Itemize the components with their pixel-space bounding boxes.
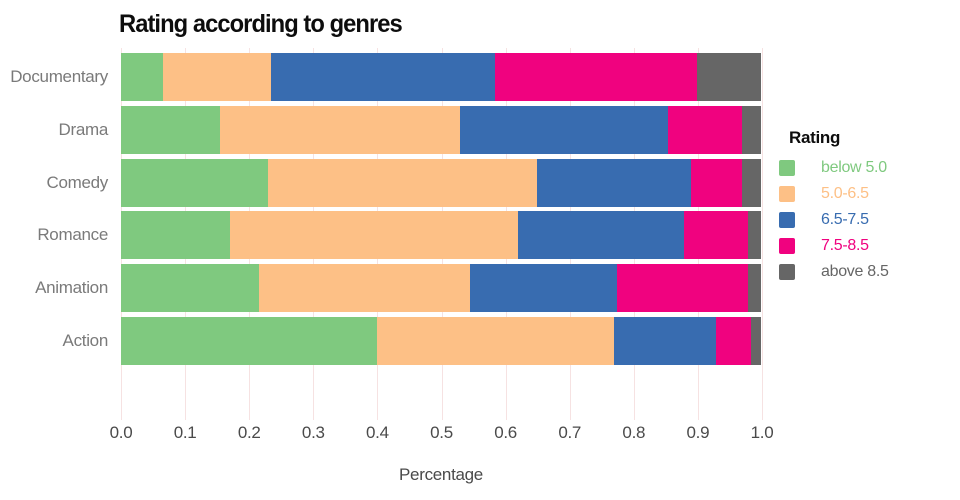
x-tick-0.0: 0.0 <box>109 423 133 442</box>
bar-row-action <box>121 316 761 365</box>
bar-segment-romance-5.0-6.5 <box>229 211 518 260</box>
legend-swatch-icon <box>779 160 795 176</box>
x-tick-0.6: 0.6 <box>494 423 517 442</box>
bar-segment-romance-below-5.0 <box>121 211 230 260</box>
legend-label: below 5.0 <box>821 159 887 176</box>
x-tick-1.0: 1.0 <box>750 423 774 442</box>
y-label-comedy: Comedy <box>46 172 108 192</box>
legend: Rating below 5.0 5.0-6.5 6.5-7.5 7.5-8.5 abo… <box>779 128 954 285</box>
x-tick-0.1: 0.1 <box>173 423 197 442</box>
bar-segment-romance-7.5-8.5 <box>684 211 749 260</box>
legend-items: below 5.0 5.0-6.5 6.5-7.5 7.5-8.5 above 8.5 <box>779 155 954 285</box>
bar-segment-drama-6.5-7.5 <box>460 105 669 154</box>
y-label-documentary: Documentary <box>10 67 108 86</box>
y-label-action: Action <box>62 330 109 350</box>
bar-segment-drama-7.5-8.5 <box>668 105 742 154</box>
bar-row-drama <box>121 105 761 154</box>
y-label-romance: Romance <box>37 225 108 245</box>
legend-title: Rating <box>789 128 841 147</box>
plot-area <box>121 53 761 365</box>
legend-item-6.5-7.5: 6.5-7.5 <box>779 207 954 233</box>
legend-item-7.5-8.5: 7.5-8.5 <box>779 233 954 259</box>
bar-row-comedy <box>121 158 761 207</box>
bar-segment-documentary-above-8.5 <box>696 53 761 101</box>
bar-segment-action-6.5-7.5 <box>613 316 717 365</box>
x-axis-tick-labels: 0.0 0.1 0.2 0.3 0.4 0.5 0.6 0.7 0.8 0.9 1.0 <box>110 423 774 443</box>
bar-segment-documentary-6.5-7.5 <box>271 53 496 101</box>
legend-swatch-icon <box>779 186 795 202</box>
bar-row-documentary <box>121 53 761 101</box>
x-tick-0.5: 0.5 <box>430 423 453 442</box>
bar-segment-comedy-6.5-7.5 <box>536 158 691 207</box>
x-axis-title: Percentage <box>399 465 483 484</box>
bar-segment-animation-above-8.5 <box>748 264 761 313</box>
bar-segment-action-5.0-6.5 <box>377 316 614 365</box>
bar-segment-drama-5.0-6.5 <box>220 105 461 154</box>
gridline-1.0 <box>762 48 763 420</box>
bar-row-animation <box>121 264 761 313</box>
x-tick-0.3: 0.3 <box>301 423 325 442</box>
x-tick-0.9: 0.9 <box>686 423 710 442</box>
x-tick-0.7: 0.7 <box>558 423 582 442</box>
legend-label: above 8.5 <box>821 263 889 280</box>
legend-swatch-icon <box>779 238 795 254</box>
legend-label: 7.5-8.5 <box>821 237 869 254</box>
bar-segment-action-above-8.5 <box>751 316 761 365</box>
bar-segment-documentary-7.5-8.5 <box>495 53 697 101</box>
bar-segment-animation-below-5.0 <box>121 264 259 313</box>
bar-segment-comedy-below-5.0 <box>121 158 269 207</box>
bar-segment-action-7.5-8.5 <box>716 316 752 365</box>
y-label-animation: Animation <box>35 278 108 298</box>
legend-item-5.0-6.5: 5.0-6.5 <box>779 181 954 207</box>
bar-segment-comedy-5.0-6.5 <box>268 158 537 207</box>
x-tick-0.8: 0.8 <box>622 423 646 442</box>
bar-segment-animation-5.0-6.5 <box>258 264 470 313</box>
y-label-drama: Drama <box>58 119 108 139</box>
y-axis-labels: Documentary Drama Comedy Romance Animation Ac… <box>0 53 108 365</box>
chart-title: Rating according to genres <box>119 10 403 38</box>
bar-segment-animation-7.5-8.5 <box>616 264 749 313</box>
bar-segment-animation-6.5-7.5 <box>469 264 617 313</box>
legend-label: 6.5-7.5 <box>821 211 869 228</box>
bar-segment-drama-above-8.5 <box>741 105 761 154</box>
x-tick-0.2: 0.2 <box>237 423 261 442</box>
bar-segment-comedy-above-8.5 <box>741 158 761 207</box>
bar-segment-action-below-5.0 <box>121 316 377 365</box>
legend-label: 5.0-6.5 <box>821 185 869 202</box>
legend-item-above-8.5: above 8.5 <box>779 259 954 285</box>
bar-row-romance <box>121 211 761 260</box>
legend-item-below-5.0: below 5.0 <box>779 155 954 181</box>
bar-segment-romance-6.5-7.5 <box>517 211 685 260</box>
legend-swatch-icon <box>779 264 795 280</box>
legend-swatch-icon <box>779 212 795 228</box>
x-tick-0.4: 0.4 <box>366 423 389 442</box>
bar-segment-comedy-7.5-8.5 <box>690 158 742 207</box>
bar-segment-documentary-below-5.0 <box>121 53 163 101</box>
bar-segment-documentary-5.0-6.5 <box>162 53 272 101</box>
bar-segment-drama-below-5.0 <box>121 105 221 154</box>
bar-segment-romance-above-8.5 <box>748 211 761 260</box>
